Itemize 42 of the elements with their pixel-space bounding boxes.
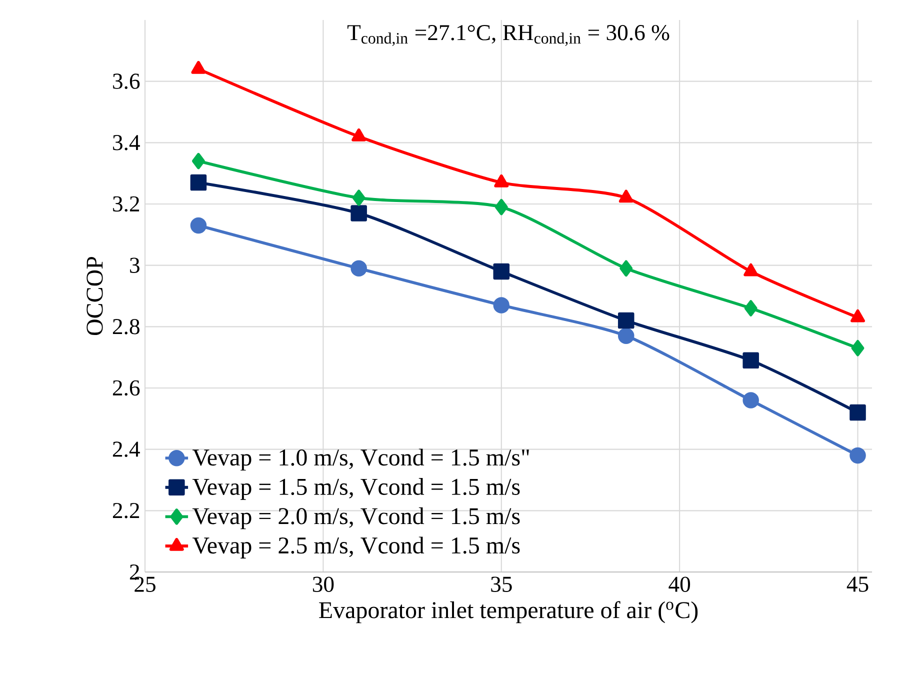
y-tick-label: 3.6: [113, 74, 140, 89]
legend-label: Vevap = 2.0 m/s, Vcond = 1.5 m/s: [192, 507, 520, 530]
x-tick-label: 45: [846, 576, 868, 592]
point: [493, 297, 510, 314]
point: [350, 260, 367, 277]
y-tick-label: 3.2: [113, 196, 140, 212]
point: [190, 217, 207, 234]
legend-label: Vevap = 1.5 m/s, Vcond = 1.5 m/s: [192, 478, 520, 500]
y-tick-label: 2.2: [112, 502, 140, 518]
y-tick-label: 3.4: [113, 134, 140, 150]
point: [618, 328, 634, 344]
point: [618, 312, 634, 329]
point: [192, 152, 205, 170]
y-axis-title: OCCOP: [86, 256, 103, 336]
point: [744, 263, 758, 276]
point: [494, 174, 509, 188]
x-axis-title: Evaporator inlet temperature of air ($^{o}$C): [319, 601, 698, 624]
point: [352, 190, 366, 206]
point: [744, 300, 758, 316]
x-tick-label: 30: [312, 576, 334, 592]
y-tick-label: 3: [130, 258, 140, 273]
y-tick-label: 2.4: [112, 442, 140, 457]
legend-label: Vevap = 1.0 m/s, Vcond = 1.5 m/s": [192, 448, 529, 471]
point: [493, 263, 510, 280]
point: [352, 128, 366, 142]
point: [742, 352, 759, 369]
point: [851, 340, 864, 356]
chart-title: T$_{cond,in}$ =27.1°C, RH$_{cond,in}$ = 30.6 %: [347, 24, 670, 46]
point: [190, 174, 207, 191]
point: [191, 60, 206, 74]
legend-label: Vevap = 2.5 m/s, Vcond = 1.5 m/s: [192, 536, 520, 558]
y-tick-label: 2.6: [112, 380, 140, 396]
x-tick-label: 40: [668, 576, 690, 592]
x-tick-label: 35: [491, 576, 512, 592]
point: [850, 447, 866, 464]
point: [742, 392, 759, 408]
point: [494, 198, 508, 216]
point: [850, 404, 866, 421]
point: [350, 205, 367, 222]
y-tick-label: 2.8: [112, 318, 140, 334]
point: [618, 190, 634, 203]
point: [620, 260, 633, 277]
